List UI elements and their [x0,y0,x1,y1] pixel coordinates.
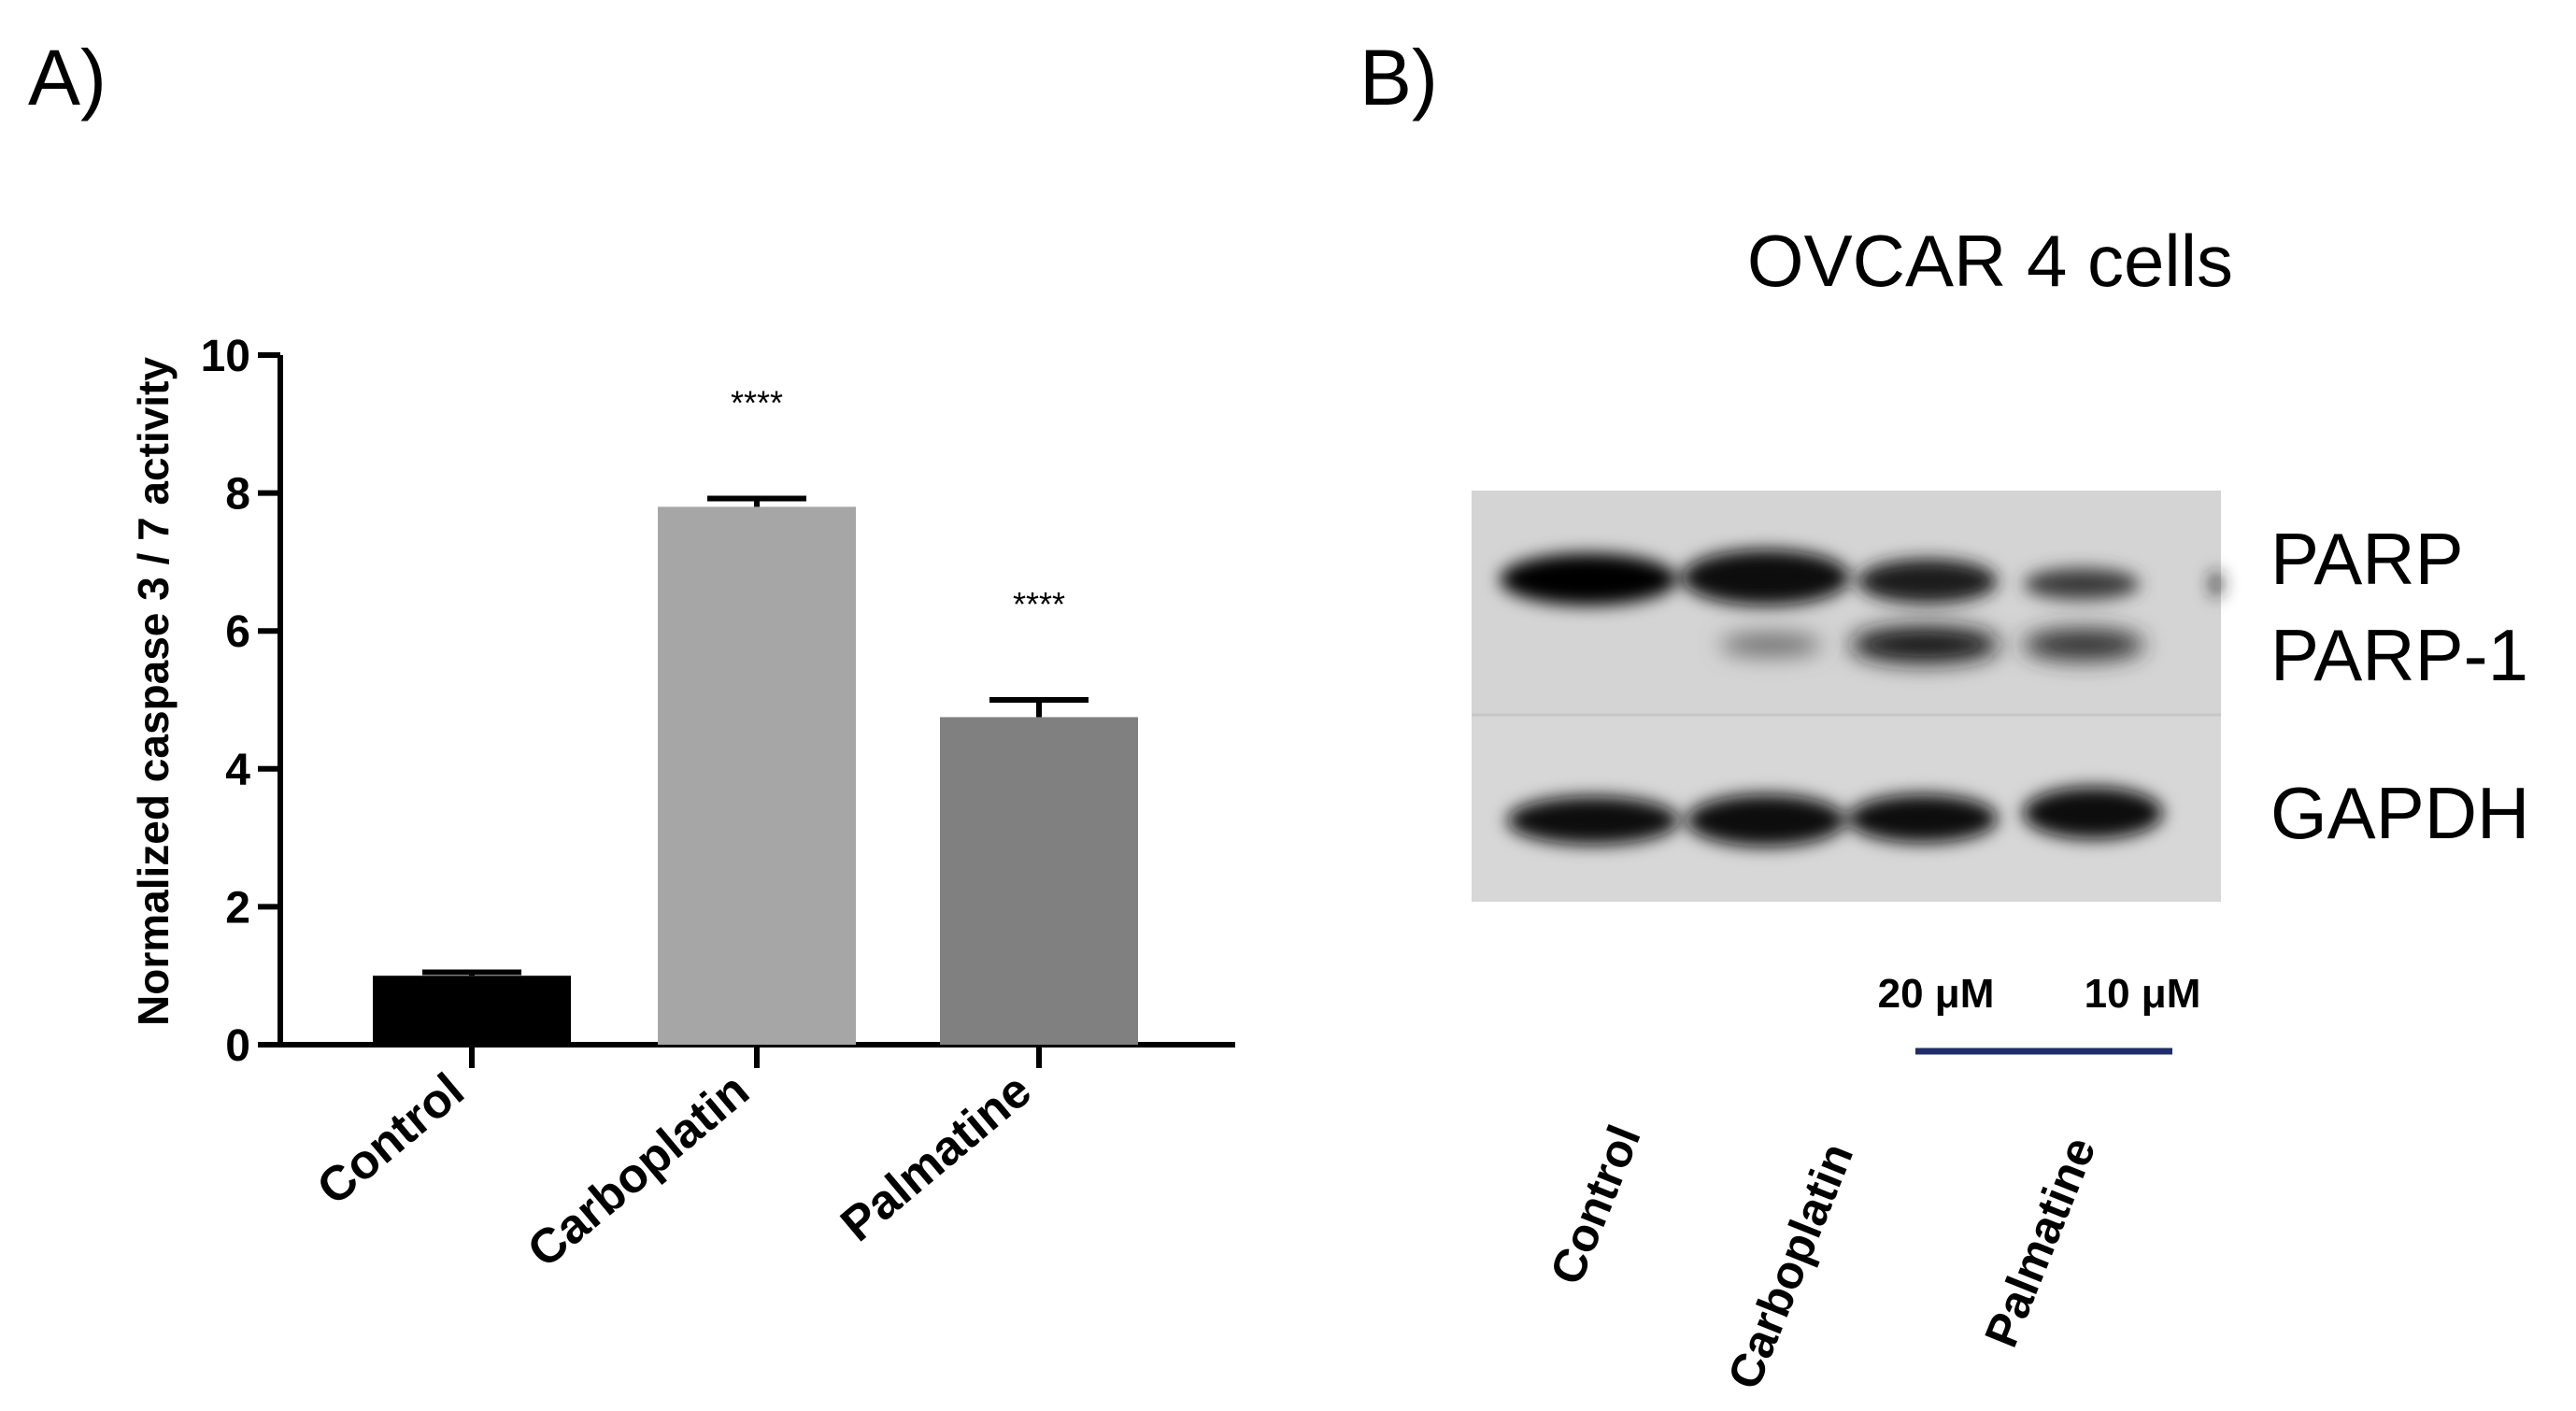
bar [373,976,571,1045]
lane-label-carboplatin: Carboplatin [1717,1136,1863,1397]
y-axis-title: Normalized caspase 3 / 7 activity [129,357,178,1026]
y-tick-label: 6 [225,607,250,657]
blot-title: OVCAR 4 cells [1747,220,2233,302]
lane-label-palmatine: Palmatine [1974,1130,2105,1354]
western-blot-image [1472,491,2222,902]
band-label-parp-1: PARP-1 [2270,614,2528,696]
panel-b-label: B) [1359,34,1438,121]
panel-a-label: A) [28,34,107,121]
x-category-label: Carboplatin [518,1063,760,1278]
y-tick-label: 0 [225,1021,250,1071]
x-category-label: Palmatine [831,1063,1041,1252]
significance-label: **** [731,384,783,422]
bar-chart: Normalized caspase 3 / 7 activity 0 2 4 6 8 1… [129,332,1235,1278]
significance-label: **** [1013,585,1065,623]
y-tick-label: 4 [225,746,250,795]
bar [658,506,856,1045]
concentration-label-10: 10 μM [2085,971,2201,1017]
lane-label-control: Control [1540,1118,1651,1291]
concentration-label-20: 20 μM [1878,971,1995,1017]
y-tick-label: 2 [225,883,250,933]
bar [940,717,1138,1045]
y-tick-label: 10 [201,332,250,381]
band-label-gapdh: GAPDH [2270,772,2529,854]
x-category-label: Control [307,1063,475,1216]
band-label-parp: PARP [2270,518,2464,600]
y-tick-label: 8 [225,470,250,520]
